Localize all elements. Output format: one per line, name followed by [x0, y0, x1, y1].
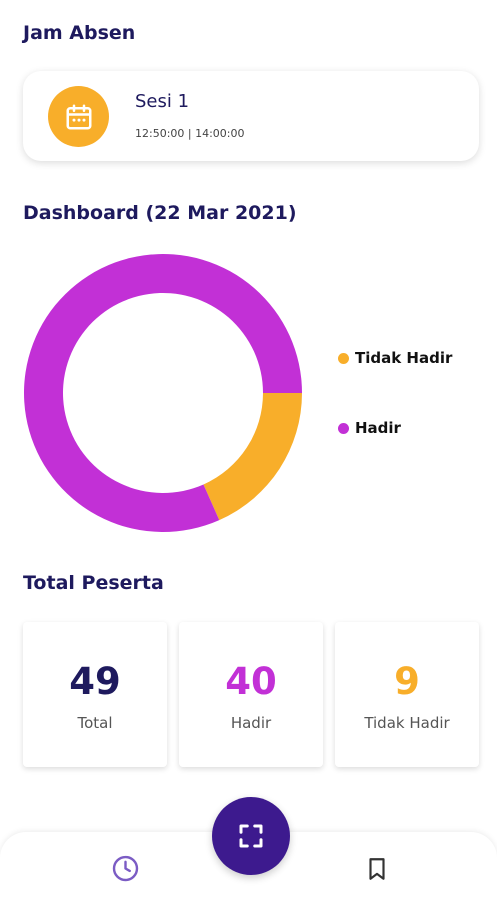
session-card[interactable]: Sesi 1 12:50:00 | 14:00:00	[23, 71, 479, 161]
stat-label-tidak-hadir: Tidak Hadir	[364, 714, 450, 732]
dashboard-title: Dashboard (22 Mar 2021)	[23, 202, 297, 224]
legend-label-tidak-hadir: Tidak Hadir	[355, 349, 453, 367]
calendar-icon	[66, 104, 91, 129]
clock-icon	[112, 855, 139, 882]
stat-label-total: Total	[77, 714, 113, 732]
legend-dot-hadir	[338, 422, 349, 434]
stat-value-tidak-hadir: 9	[394, 660, 420, 703]
legend-dot-tidak-hadir	[338, 352, 349, 364]
donut-slice-tidak-hadir	[203, 393, 302, 521]
attendance-section-title: Jam Absen	[23, 22, 136, 44]
stat-value-total: 49	[69, 660, 121, 703]
stat-card-hadir: 40 Hadir	[179, 622, 323, 767]
scan-icon	[239, 824, 263, 848]
stat-card-total: 49 Total	[23, 622, 167, 767]
session-icon-badge	[48, 86, 109, 147]
participants-title: Total Peserta	[23, 572, 164, 594]
legend-label-hadir: Hadir	[355, 419, 401, 437]
attendance-donut-chart	[24, 253, 303, 532]
bookmark-icon	[369, 858, 385, 880]
nav-history-button[interactable]	[111, 854, 140, 887]
nav-bookmark-button[interactable]	[364, 855, 390, 887]
scan-button[interactable]	[212, 797, 290, 875]
stat-card-tidak-hadir: 9 Tidak Hadir	[335, 622, 479, 767]
stat-value-hadir: 40	[225, 660, 277, 703]
stat-label-hadir: Hadir	[230, 714, 272, 732]
legend-item-tidak-hadir: Tidak Hadir	[338, 349, 452, 367]
legend-item-hadir: Hadir	[338, 419, 401, 437]
session-time: 12:50:00 | 14:00:00	[135, 127, 245, 140]
session-name: Sesi 1	[135, 91, 190, 112]
